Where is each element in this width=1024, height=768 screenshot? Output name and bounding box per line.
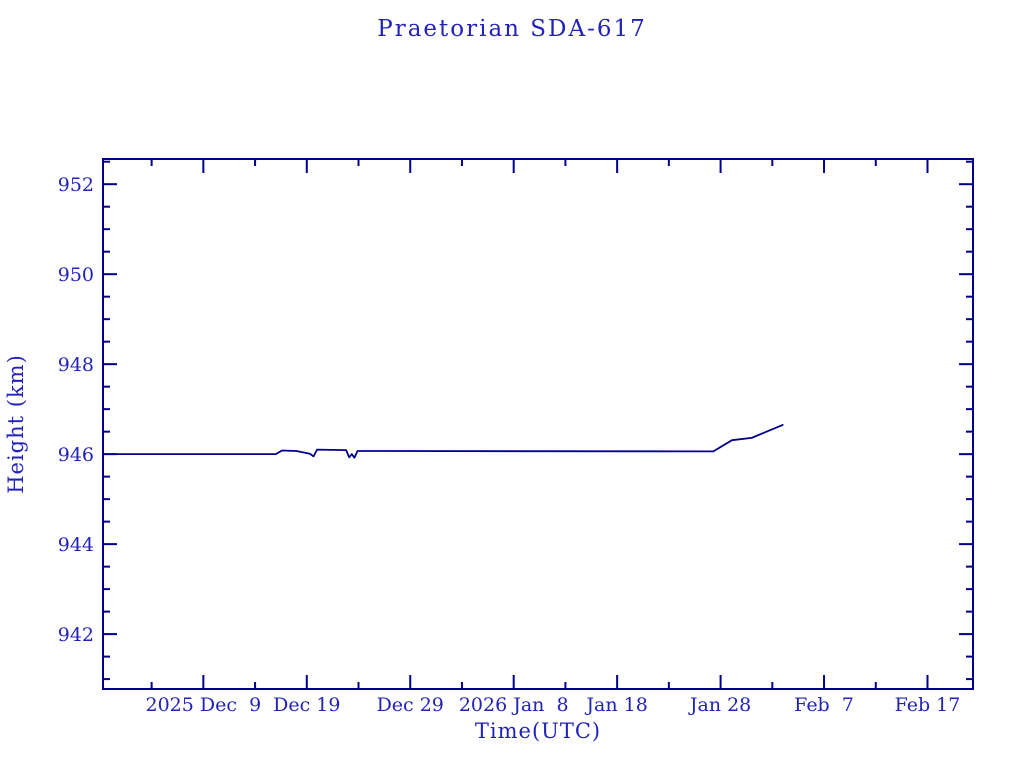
x-tick-label: 2026 Jan 8 <box>459 694 569 716</box>
x-tick-label: Feb 17 <box>895 694 961 716</box>
y-tick-label: 942 <box>58 624 94 646</box>
x-tick-label: Jan 18 <box>584 694 647 716</box>
chart-title: Praetorian SDA-617 <box>377 16 647 42</box>
x-axis-title: Time(UTC) <box>474 719 602 743</box>
y-tick-label: 948 <box>58 354 94 376</box>
y-tick-label: 950 <box>58 264 94 286</box>
x-tick-label: Dec 19 <box>273 694 340 716</box>
x-tick-label: 2025 Dec 9 <box>146 694 262 716</box>
y-tick-label: 952 <box>58 174 94 196</box>
data-line <box>102 423 784 459</box>
x-tick-label: Jan 28 <box>688 694 751 716</box>
y-tick-label: 944 <box>58 534 94 556</box>
x-tick-label: Dec 29 <box>377 694 444 716</box>
axes-frame <box>102 158 974 690</box>
y-tick-label: 946 <box>58 444 94 466</box>
x-tick-label: Feb 7 <box>794 694 854 716</box>
